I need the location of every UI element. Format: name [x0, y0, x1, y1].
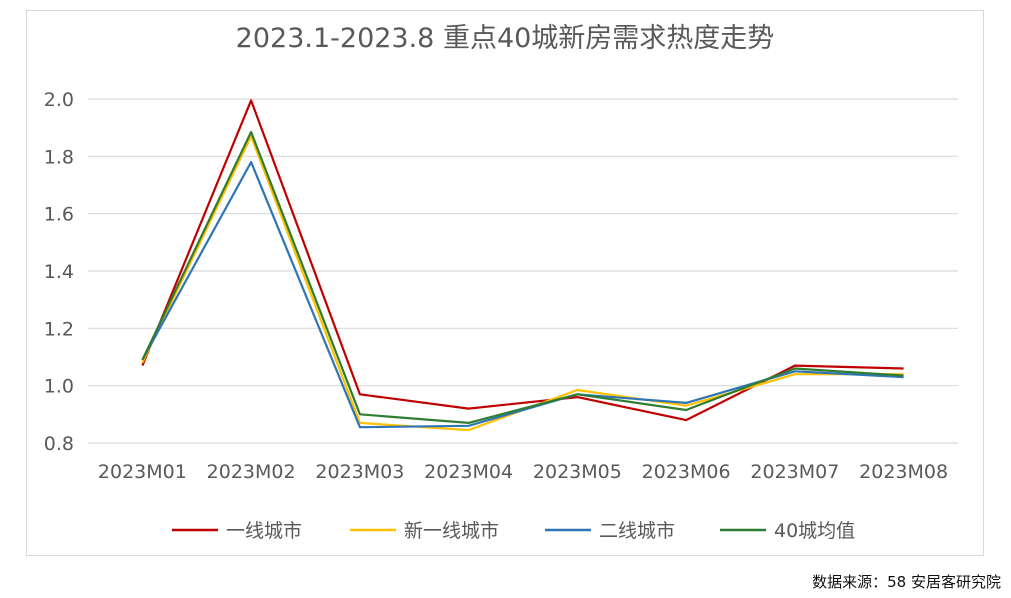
legend-label: 40城均值 [774, 520, 855, 542]
y-tick-label: 1.0 [44, 376, 74, 398]
y-tick-label: 0.8 [44, 433, 74, 455]
y-tick-label: 1.6 [44, 204, 74, 226]
x-axis-ticks: 2023M01 2023M02 2023M03 2023M04 2023M05 2023M… [98, 461, 948, 483]
y-tick-label: 2.0 [44, 89, 74, 111]
legend: 一线城市 新一线城市 二线城市 40城均值 [172, 520, 855, 542]
x-tick-label: 2023M06 [642, 461, 731, 483]
legend-label: 新一线城市 [404, 520, 499, 542]
x-tick-label: 2023M07 [750, 461, 839, 483]
legend-label: 二线城市 [599, 520, 675, 542]
chart-title: 2023.1-2023.8 重点40城新房需求热度走势 [236, 23, 775, 54]
x-tick-label: 2023M02 [207, 461, 296, 483]
y-tick-label: 1.4 [44, 261, 74, 283]
x-tick-label: 2023M01 [98, 461, 187, 483]
x-tick-label: 2023M08 [859, 461, 948, 483]
y-tick-label: 1.2 [44, 318, 74, 340]
series-line-3 [141, 130, 904, 424]
source-note: 数据来源：58 安居客研究院 [812, 573, 1001, 591]
x-tick-label: 2023M03 [315, 461, 404, 483]
x-tick-label: 2023M04 [424, 461, 513, 483]
series-lines [141, 99, 904, 432]
x-tick-label: 2023M05 [533, 461, 622, 483]
y-tick-label: 1.8 [44, 146, 74, 168]
legend-label: 一线城市 [226, 520, 302, 542]
series-line-2 [141, 161, 904, 429]
y-axis-ticks: 0.8 1.0 1.2 1.4 1.6 1.8 2.0 [44, 89, 74, 455]
grid-lines [88, 98, 958, 444]
